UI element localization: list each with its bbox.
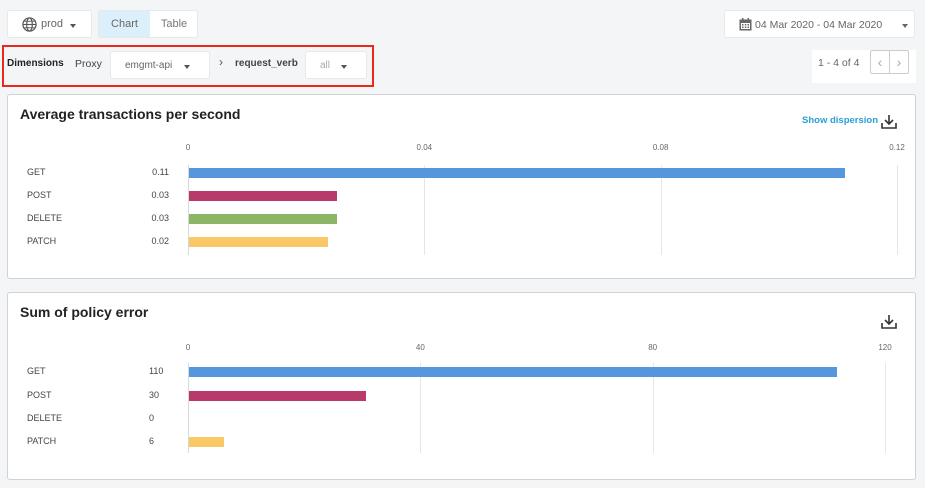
category-label: DELETE	[27, 213, 63, 223]
chart-title: Sum of policy error	[20, 304, 149, 320]
tick-label: 40	[415, 343, 425, 352]
category-label: PATCH	[27, 236, 57, 246]
value-label: 30	[149, 390, 160, 400]
bar-get[interactable]	[189, 367, 837, 377]
category-label: GET	[27, 167, 46, 177]
dimensions-label: Dimensions	[7, 58, 64, 69]
category-label: POST	[27, 390, 52, 400]
gridline	[885, 363, 886, 453]
gridline	[424, 165, 426, 255]
category-label: GET	[27, 366, 46, 376]
pagination-text: 1 - 4 of 4	[818, 57, 860, 69]
request-verb-value: all	[320, 60, 331, 71]
chevron-down-icon	[184, 65, 190, 69]
gridline	[188, 165, 189, 255]
category-label: PATCH	[27, 436, 57, 446]
download-icon[interactable]	[881, 314, 897, 329]
chevron-down-icon	[70, 24, 76, 28]
pagination: 1 - 4 of 4 ‹ ›	[812, 50, 916, 83]
tick-label: 120	[878, 343, 892, 352]
proxy-value: emgmt-api	[125, 60, 173, 71]
dimensions-highlight	[2, 45, 374, 87]
tick-label: 0.12	[889, 143, 905, 152]
proxy-label: Proxy	[75, 58, 102, 70]
date-range-picker[interactable]: 04 Mar 2020 - 04 Mar 2020	[724, 10, 915, 38]
view-toggle: Chart Table	[98, 10, 198, 38]
gridline	[660, 165, 662, 255]
value-label: 0.03	[151, 213, 169, 223]
bar-post[interactable]	[189, 191, 337, 201]
chart-card-avg-tps: Average transactions per second Show dis…	[7, 94, 916, 279]
show-dispersion-link[interactable]: Show dispersion	[802, 115, 879, 126]
environment-select[interactable]: prod	[7, 10, 92, 38]
bar-patch[interactable]	[189, 237, 328, 247]
value-label: 0	[149, 413, 155, 423]
bar-patch[interactable]	[189, 437, 224, 447]
proxy-select[interactable]: emgmt-api	[110, 51, 210, 79]
prev-page-button[interactable]: ‹	[870, 50, 890, 74]
request-verb-select[interactable]: all	[305, 51, 367, 79]
tick-label: 0	[185, 143, 191, 152]
value-label: 0.03	[151, 190, 169, 200]
tick-label: 0	[185, 343, 191, 352]
value-label: 0.11	[152, 167, 169, 177]
next-page-button[interactable]: ›	[889, 50, 909, 74]
gridline	[188, 363, 189, 453]
category-label: POST	[27, 190, 52, 200]
globe-icon	[22, 17, 37, 32]
bar-delete[interactable]	[189, 214, 337, 224]
tab-table[interactable]: Table	[160, 18, 188, 30]
date-range-value: 04 Mar 2020 - 04 Mar 2020	[755, 19, 883, 31]
tick-label: 0.04	[416, 143, 433, 152]
chart-title: Average transactions per second	[20, 106, 241, 122]
category-label: DELETE	[27, 413, 63, 423]
gridline	[897, 165, 898, 255]
bar-get[interactable]	[189, 168, 845, 178]
chevron-down-icon	[902, 24, 908, 28]
tick-label: 80	[648, 343, 658, 352]
chevron-right-icon: ›	[219, 55, 223, 69]
tab-chart[interactable]: Chart	[99, 11, 150, 37]
environment-value: prod	[41, 18, 64, 30]
value-label: 0.02	[151, 236, 169, 246]
download-icon[interactable]	[881, 114, 897, 129]
chevron-down-icon	[341, 65, 347, 69]
gridline	[420, 363, 422, 453]
request-verb-label: request_verb	[235, 58, 298, 69]
value-label: 110	[149, 366, 164, 376]
calendar-icon	[739, 18, 752, 31]
value-label: 6	[149, 436, 155, 446]
tick-label: 0.08	[652, 143, 669, 152]
gridline	[652, 363, 654, 453]
chart-card-policy-error: Sum of policy error 0 40 80 120 GET 110 POST 30…	[7, 292, 916, 480]
bar-post[interactable]	[189, 391, 367, 401]
